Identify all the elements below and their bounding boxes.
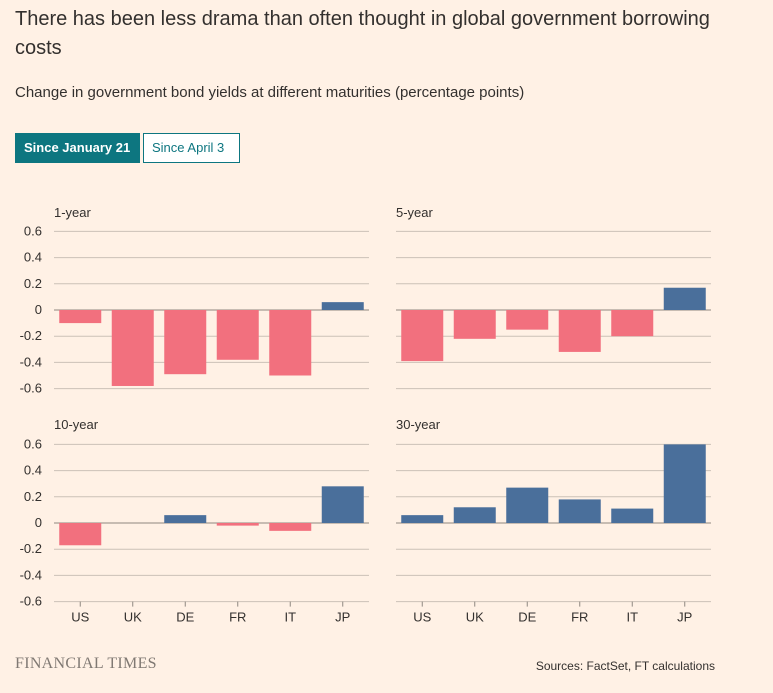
toggle-since-january-21[interactable]: Since January 21 [15,133,140,163]
ft-logo: FINANCIAL TIMES [15,655,157,672]
panel-title: 1-year [54,205,92,220]
bar-fr [216,310,259,360]
x-tick-label: FR [229,610,246,625]
y-tick-label: 0.2 [24,489,42,504]
x-tick-label: DE [176,610,194,625]
y-tick-label: -0.6 [20,381,42,396]
bar-jp [321,302,364,310]
bar-jp [321,486,364,523]
bar-jp [663,444,706,523]
panel-5-year: 5-year [396,205,711,390]
x-tick-label: DE [518,610,536,625]
x-tick-label: UK [124,610,142,625]
bar-jp [663,287,706,310]
bar-uk [453,507,496,523]
y-tick-label: -0.4 [20,567,42,582]
y-tick-label: 0.6 [24,436,42,451]
bar-fr [216,523,259,526]
panel-title: 10-year [54,417,99,432]
x-tick-label: JP [335,610,350,625]
bar-fr [558,310,601,352]
y-tick-label: 0.2 [24,276,42,291]
y-tick-label: -0.2 [20,541,42,556]
bar-de [164,310,207,375]
bar-us [59,310,102,324]
y-tick-label: 0.4 [24,250,42,265]
y-tick-label: 0 [35,515,42,530]
bar-de [506,487,549,523]
bar-it [269,310,312,376]
bar-it [611,508,654,523]
bar-us [59,523,102,546]
x-tick-label: IT [626,610,638,625]
bar-it [611,310,654,337]
bar-uk [111,310,154,386]
x-tick-label: JP [677,610,692,625]
y-tick-label: -0.4 [20,354,42,369]
panel-10-year: 10-year 0.6 0.4 0.2 0 -0.2 -0.4 -0.6 US UK DE FR IT J… [20,417,369,625]
source-note: Sources: FactSet, FT calculations [535,659,715,673]
x-tick-label: IT [284,610,296,625]
y-tick-label: 0.4 [24,463,42,478]
bar-fr [558,499,601,523]
y-tick-label: -0.2 [20,328,42,343]
x-tick-label: FR [571,610,588,625]
chart-title: There has been less drama than often tho… [15,8,710,59]
bar-uk [453,310,496,339]
x-tick-label: UK [466,610,484,625]
y-tick-label: 0 [35,302,42,317]
y-tick-label: -0.6 [20,594,42,609]
panel-title: 5-year [396,205,434,220]
period-toggle-group: Since January 21 Since April 3 [15,133,240,163]
y-tick-label: 0.6 [24,223,42,238]
bar-us [401,515,444,523]
x-tick-label: US [413,610,431,625]
bar-it [269,523,312,531]
panel-1-year: 1-year 0.6 0.4 0.2 0 -0.2 -0.4 -0.6 [20,205,369,396]
bar-de [164,515,207,523]
chart-subtitle: Change in government bond yields at diff… [15,84,525,101]
bar-us [401,310,444,362]
panel-title: 30-year [396,417,441,432]
panel-30-year: 30-year US UK DE FR IT JP [396,417,711,625]
toggle-since-april-3[interactable]: Since April 3 [143,133,240,163]
bar-de [506,310,549,330]
x-tick-label: US [71,610,89,625]
